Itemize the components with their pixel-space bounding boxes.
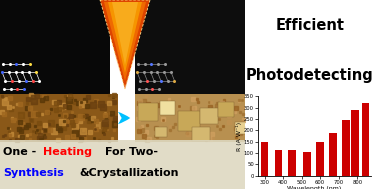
Bar bbox=[155, 127, 167, 137]
Y-axis label: R (A W⁻¹): R (A W⁻¹) bbox=[236, 122, 242, 151]
Bar bbox=[235, 122, 249, 134]
Text: One -: One - bbox=[3, 147, 36, 157]
Bar bbox=[351, 110, 359, 176]
Bar bbox=[0, 140, 245, 189]
Bar bbox=[288, 150, 296, 176]
Text: For Two-: For Two- bbox=[105, 147, 158, 157]
Polygon shape bbox=[112, 2, 138, 65]
X-axis label: Wavelength (nm): Wavelength (nm) bbox=[288, 186, 342, 189]
Polygon shape bbox=[100, 0, 150, 89]
Text: &Crystallization: &Crystallization bbox=[79, 168, 179, 178]
Bar bbox=[316, 142, 324, 176]
Bar bbox=[138, 103, 158, 121]
Bar bbox=[218, 102, 234, 117]
Text: Synthesis: Synthesis bbox=[3, 168, 64, 178]
Bar bbox=[329, 133, 337, 176]
Bar bbox=[0, 94, 118, 142]
Polygon shape bbox=[104, 2, 146, 81]
Bar bbox=[118, 94, 135, 142]
Polygon shape bbox=[108, 2, 142, 73]
Text: Efficient: Efficient bbox=[275, 18, 344, 33]
Bar bbox=[342, 120, 350, 176]
Bar bbox=[135, 94, 245, 142]
Text: Photodetecting: Photodetecting bbox=[246, 68, 373, 83]
Bar bbox=[135, 0, 245, 94]
Bar bbox=[192, 127, 210, 141]
Text: Heating: Heating bbox=[43, 147, 92, 157]
Bar bbox=[275, 150, 282, 176]
Bar bbox=[200, 108, 218, 124]
Bar bbox=[261, 142, 269, 176]
Bar bbox=[160, 101, 175, 115]
Bar bbox=[0, 0, 110, 94]
Bar bbox=[178, 111, 200, 131]
Bar bbox=[303, 152, 311, 176]
Bar bbox=[362, 103, 370, 176]
